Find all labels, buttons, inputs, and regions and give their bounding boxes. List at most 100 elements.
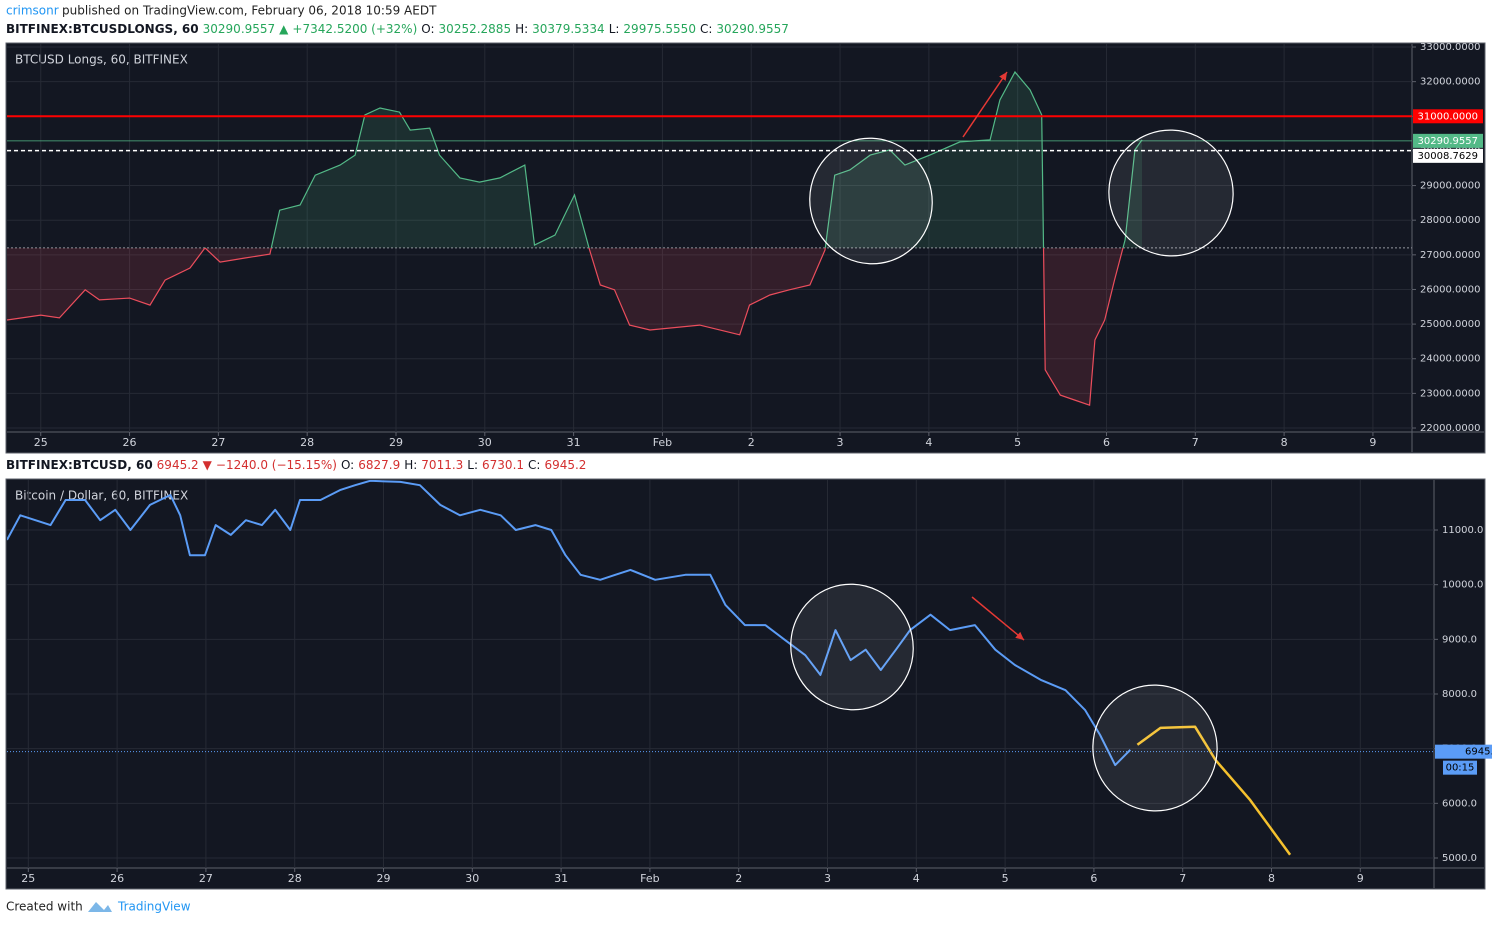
x-tick-label: 31 [554,872,568,885]
y-tick-label: 32000.0000 [1420,77,1480,88]
x-tick-label: 4 [913,872,920,885]
y-tick-label: 22000.0000 [1420,423,1480,434]
countdown: 00:15 [1446,763,1475,774]
info-item: C: [528,458,540,472]
price-tag [1413,148,1483,163]
x-tick-label: 8 [1268,872,1275,885]
x-tick-label: 26 [123,436,137,449]
annotation-circle [1092,684,1218,812]
area-line [204,70,1143,248]
plot-area [7,480,1292,856]
info-item: L: [467,458,478,472]
x-tick-label: 2 [748,436,755,449]
y-tick-label: 28000.0000 [1420,215,1480,226]
x-tick-label: 28 [300,436,314,449]
countdown-tag [1443,760,1477,775]
x-tick-label: 28 [288,872,302,885]
info-item: O: [341,458,354,472]
annotation-circle [790,583,914,711]
price-tag-label: 30008.7629 [1418,151,1478,162]
annotation-circle [1108,129,1234,257]
plot-area [7,70,1412,407]
brand-link[interactable]: TradingView [117,900,191,914]
info-item: 6730.1 [482,458,524,472]
info-item: ▼ [203,458,213,472]
footer-text: Created with [6,900,83,914]
price-line [7,480,1132,767]
y-tick-label: 6000.0 [1442,798,1477,809]
annotation-arrowhead [1015,631,1024,640]
info-item: H: [515,22,528,36]
area-part [7,70,1143,248]
info-item: H: [404,458,417,472]
y-tick-label: 24000.0000 [1420,354,1480,365]
published-note: published on TradingView.com, February 0… [62,4,437,18]
y-tick-label: 11000.0 [1442,525,1483,536]
x-tick-label: 7 [1179,872,1186,885]
price-line [1136,725,1292,856]
x-tick-label: 5 [1002,872,1009,885]
price-tag-label: 30290.9557 [1418,136,1478,147]
x-tick-label: 27 [211,436,225,449]
x-tick-label: 29 [377,872,391,885]
price-tag-label: 31000.0000 [1418,111,1478,122]
info-item: BITFINEX:BTCUSDLONGS, 60 [6,22,199,36]
x-tick-label: 3 [824,872,831,885]
x-tick-label: 3 [837,436,844,449]
area-line [7,247,1124,407]
x-tick-label: 5 [1014,436,1021,449]
x-tick-label: 9 [1369,436,1376,449]
info-item: 7011.3 [421,458,463,472]
info-item: 6827.9 [358,458,400,472]
area-fill [7,72,1142,248]
x-tick-label: 30 [478,436,492,449]
info-item: 30290.9557 [203,22,276,36]
annotation-arrow [971,596,1025,641]
area-fill [7,247,1123,406]
annotation-arrowhead [999,72,1007,81]
x-tick-label: Feb [653,436,672,449]
x-tick-label: 27 [199,872,213,885]
info-item: +7342.5200 (+32%) [292,22,417,36]
info-item: 29975.5550 [623,22,696,36]
y-tick-label: 8000.0 [1442,689,1477,700]
info-item: 6945.2 [544,458,586,472]
info-item: C: [700,22,712,36]
x-tick-label: 4 [925,436,932,449]
price-tag [1413,133,1483,148]
x-tick-label: 25 [34,436,48,449]
price-tag [1435,744,1492,759]
author[interactable]: crimsonr [6,4,59,18]
x-tick-label: 2 [735,872,742,885]
annotation-circle [809,137,933,265]
y-tick-label: 5000.0 [1442,853,1477,864]
y-tick-label: 33000.0000 [1420,42,1480,53]
y-tick-label: 25000.0000 [1420,319,1480,330]
x-tick-label: 9 [1357,872,1364,885]
info-item: 6945.2 [157,458,199,472]
area-part [7,247,1124,407]
legend-title: BTCUSD Longs, 60, BITFINEX [15,53,188,67]
price-tag-label: 6945.2 [1465,747,1492,758]
x-tick-label: 6 [1090,872,1097,885]
y-tick-label: 27000.0000 [1420,250,1480,261]
brand-logo [88,902,112,912]
x-tick-label: 29 [389,436,403,449]
chart-panel [5,478,1486,890]
info-item: 30290.9557 [716,22,789,36]
y-tick-label: 29000.0000 [1420,181,1480,192]
price-tag [1413,109,1483,124]
symbol-info: BITFINEX:BTCUSD, 60 6945.2 ▼ −1240.0 (−15.1… [6,458,586,472]
y-tick-label: 10000.0 [1442,580,1483,591]
y-tick-label: 9000.0 [1442,634,1477,645]
info-item: 30379.5334 [532,22,605,36]
x-tick-label: 6 [1103,436,1110,449]
info-item: BITFINEX:BTCUSD, 60 [6,458,153,472]
x-tick-label: 30 [465,872,479,885]
y-tick-label: 23000.0000 [1420,388,1480,399]
info-item: O: [421,22,434,36]
x-tick-label: 26 [110,872,124,885]
x-tick-label: Feb [640,872,659,885]
